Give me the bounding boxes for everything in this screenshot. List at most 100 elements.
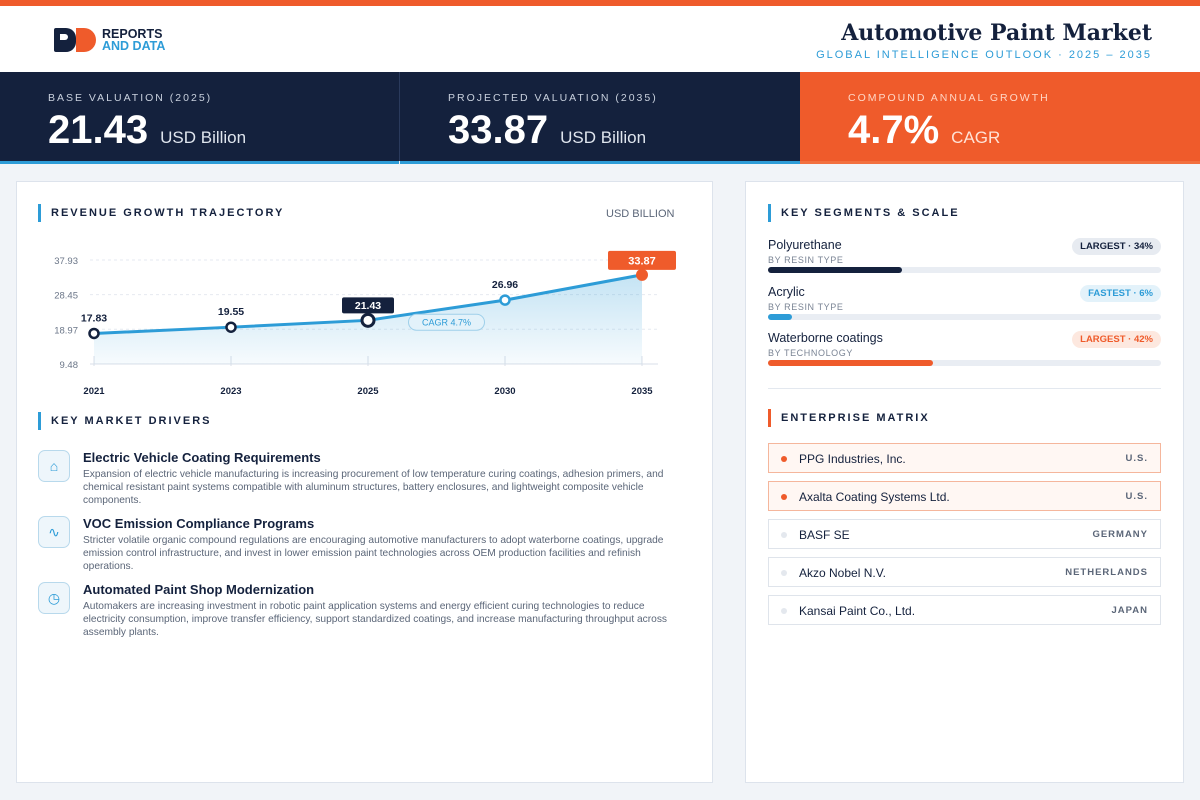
section-accent [38, 204, 41, 222]
data-label: 26.96 [492, 279, 518, 291]
section-accent [38, 412, 41, 430]
home-icon: ⌂ [38, 450, 70, 482]
y-tick-label: 18.97 [54, 325, 78, 336]
bullet-dot [781, 456, 787, 462]
segment-category: BY TECHNOLOGY [768, 348, 853, 358]
y-tick-label: 37.93 [54, 256, 78, 267]
kpi-value: 4.7% [848, 108, 940, 152]
data-label: 19.55 [218, 306, 244, 318]
company-name: BASF SE [799, 528, 850, 542]
revenue-title-text: REVENUE GROWTH TRAJECTORY [51, 207, 285, 219]
company-name: Axalta Coating Systems Ltd. [799, 490, 950, 504]
revenue-section-title: REVENUE GROWTH TRAJECTORY [38, 204, 284, 222]
driver-description: Stricter volatile organic compound regul… [83, 535, 664, 572]
data-label: 33.87 [628, 255, 656, 267]
section-accent [768, 204, 771, 222]
brand-line-2: AND DATA [102, 39, 166, 53]
brand-logo: REPORTS AND DATA [54, 28, 165, 52]
chart-unit-label: USD BILLION [606, 208, 675, 220]
kpi-value: 21.43 [48, 108, 149, 152]
bullet-dot [781, 608, 787, 614]
revenue-line-chart: 37.93 28.45 18.97 9.48 2021 2023 2025 2030 2035 C… [54, 250, 676, 397]
company-country: NETHERLANDS [1065, 567, 1148, 578]
enterprise-row: Axalta Coating Systems Ltd. U.S. [768, 481, 1161, 511]
brand-line-1: REPORTS [102, 27, 163, 41]
enterprise-row: Kansai Paint Co., Ltd. JAPAN [768, 595, 1161, 625]
segment-badge: FASTEST · 6% [1080, 285, 1161, 302]
x-tick-label: 2035 [631, 386, 653, 397]
kpi-label: COMPOUND ANNUAL GROWTH [848, 92, 1050, 104]
company-country: U.S. [1125, 453, 1148, 464]
page-subtitle: GLOBAL INTELLIGENCE OUTLOOK · 2025 – 203… [816, 49, 1152, 61]
kpi-unit: USD Billion [560, 128, 647, 147]
left-panel [16, 181, 713, 783]
bullet-dot [781, 532, 787, 538]
enterprise-section-title: ENTERPRISE MATRIX [768, 409, 930, 427]
segment-category: BY RESIN TYPE [768, 302, 844, 312]
x-tick-label: 2025 [357, 386, 379, 397]
header: REPORTS AND DATA Automotive Paint Market… [0, 6, 1200, 72]
bullet-dot [781, 494, 787, 500]
x-tick-label: 2021 [83, 386, 105, 397]
kpi-divider [399, 72, 400, 161]
cagr-pill-label: CAGR 4.7% [422, 318, 471, 328]
y-tick-label: 9.48 [60, 360, 79, 371]
enterprise-row: Akzo Nobel N.V. NETHERLANDS [768, 557, 1161, 587]
driver-title: Automated Paint Shop Modernization [83, 582, 315, 597]
clock-icon: ◷ [38, 582, 70, 614]
company-country: GERMANY [1092, 529, 1148, 540]
series-area [94, 274, 642, 364]
x-tick-label: 2030 [494, 386, 515, 397]
company-name: Kansai Paint Co., Ltd. [799, 604, 916, 618]
segment-name: Polyurethane [768, 238, 842, 252]
x-tick-label: 2023 [220, 386, 241, 397]
enterprise-row: BASF SE GERMANY [768, 519, 1161, 549]
bullet-dot [781, 570, 787, 576]
y-tick-label: 28.45 [54, 291, 78, 302]
data-point [499, 294, 511, 306]
company-country: U.S. [1125, 491, 1148, 502]
data-point [636, 268, 648, 281]
top-accent-bar [0, 0, 1200, 6]
driver-description: Automakers are increasing investment in … [83, 601, 668, 638]
data-label: 21.43 [355, 300, 381, 312]
data-point [225, 321, 237, 333]
segment-share-track [768, 267, 1161, 273]
highlight-label-box [608, 250, 676, 270]
company-name: PPG Industries, Inc. [799, 452, 906, 466]
enterprise-row: PPG Industries, Inc. U.S. [768, 443, 1161, 473]
logo-mark-icon [54, 28, 98, 52]
drivers-title-text: KEY MARKET DRIVERS [51, 415, 212, 427]
segment-name: Acrylic [768, 285, 805, 299]
page-title: Automotive Paint Market [841, 20, 1152, 46]
kpi-projected-valuation: PROJECTED VALUATION (2035) 33.87 USD Bil… [400, 72, 800, 164]
current-label-box [342, 297, 394, 314]
section-accent [768, 409, 771, 427]
segment-badge: LARGEST · 42% [1072, 331, 1161, 348]
section-divider [768, 388, 1161, 389]
activity-icon: ∿ [38, 516, 70, 548]
drivers-section-title: KEY MARKET DRIVERS [38, 412, 211, 430]
segment-share-fill [768, 360, 934, 366]
segment-share-fill [768, 267, 902, 273]
segments-title-text: KEY SEGMENTS & SCALE [781, 207, 960, 219]
driver-title: Electric Vehicle Coating Requirements [83, 450, 321, 465]
segment-share-track [768, 360, 1161, 366]
kpi-cagr: COMPOUND ANNUAL GROWTH 4.7% CAGR [800, 72, 1200, 164]
segment-name: Waterborne coatings [768, 331, 883, 345]
kpi-label: PROJECTED VALUATION (2035) [448, 92, 658, 104]
driver-description: Expansion of electric vehicle manufactur… [83, 469, 664, 506]
enterprise-title-text: ENTERPRISE MATRIX [781, 412, 930, 424]
data-point [88, 327, 100, 340]
kpi-label: BASE VALUATION (2025) [48, 92, 213, 104]
company-country: JAPAN [1111, 605, 1148, 616]
kpi-base-valuation: BASE VALUATION (2025) 21.43 USD Billion [0, 72, 399, 164]
kpi-unit: USD Billion [160, 128, 247, 147]
cagr-pill [408, 313, 485, 331]
company-name: Akzo Nobel N.V. [799, 566, 886, 580]
data-label: 17.83 [81, 312, 107, 324]
kpi-unit: CAGR [951, 128, 1001, 147]
logo-text: REPORTS AND DATA [102, 27, 166, 53]
data-point [360, 312, 376, 328]
segment-share-fill [768, 314, 792, 320]
